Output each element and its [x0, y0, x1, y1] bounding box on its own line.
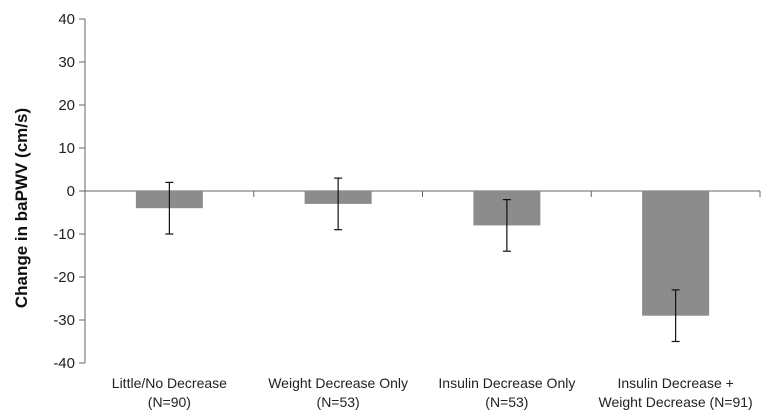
- y-tick-label: -30: [53, 312, 75, 329]
- y-tick-label: 30: [58, 54, 75, 71]
- category-label: Little/No Decrease: [112, 375, 227, 391]
- category-label: Insulin Decrease +: [617, 375, 733, 391]
- category-label: (N=53): [485, 394, 528, 410]
- y-tick-label: 10: [58, 140, 75, 157]
- y-tick-label: -40: [53, 355, 75, 372]
- category-label: Weight Decrease Only: [268, 375, 408, 391]
- category-label: (N=53): [317, 394, 360, 410]
- y-tick-label: 0: [67, 183, 75, 200]
- category-label: (N=90): [148, 394, 191, 410]
- y-tick-label: -10: [53, 226, 75, 243]
- plot-area: 40 30 20 10 0 -10 -20 -30 -40 Little/No Decrease (…: [53, 11, 761, 410]
- y-tick-label: 20: [58, 97, 75, 114]
- category-label: Weight Decrease (N=91): [599, 394, 753, 410]
- category-label: Insulin Decrease Only: [438, 375, 575, 391]
- y-tick-label: 40: [58, 11, 75, 28]
- y-axis-label: Change in baPWV (cm/s): [12, 108, 31, 308]
- y-tick-label: -20: [53, 269, 75, 286]
